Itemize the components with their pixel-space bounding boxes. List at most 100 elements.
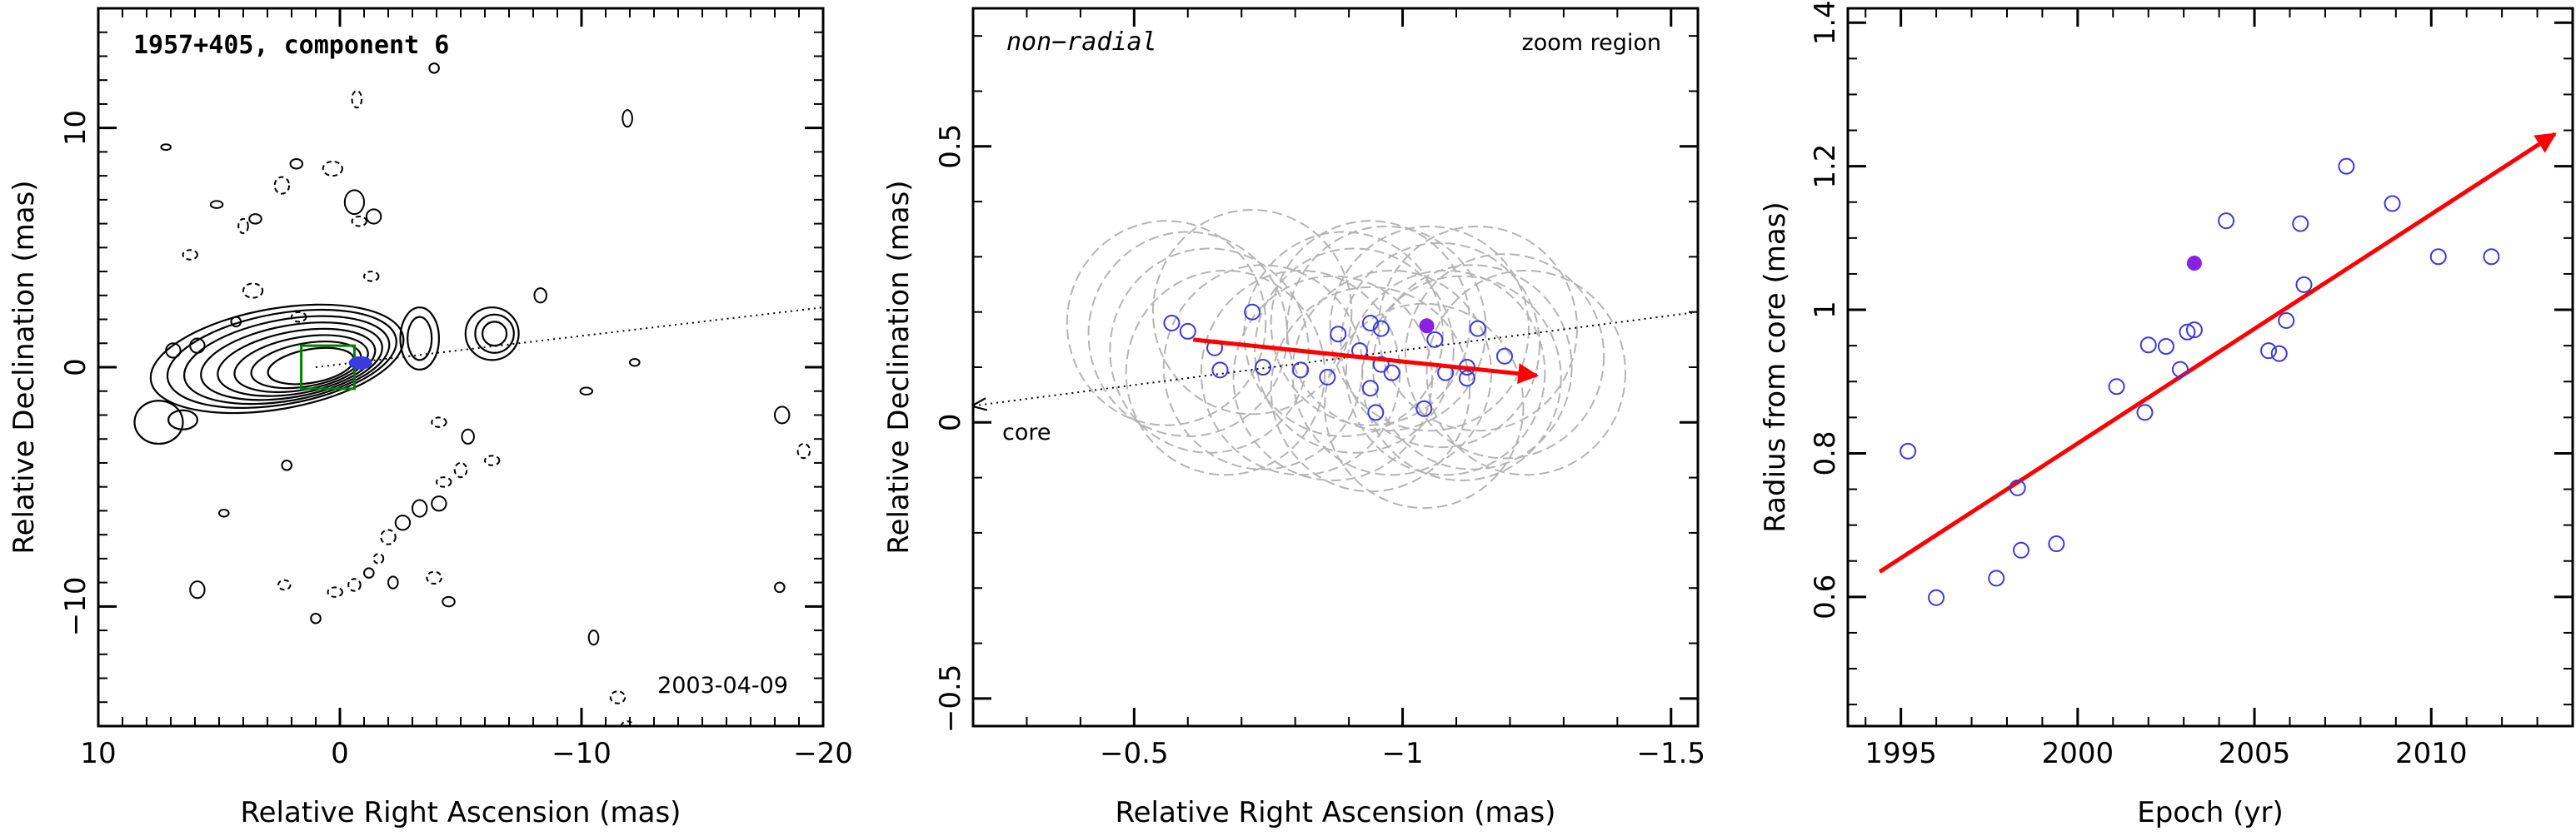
uncertainty-circle bbox=[1162, 264, 1364, 470]
radius-x-axis-label: Epoch (yr) bbox=[2137, 796, 2284, 829]
radius-point bbox=[1900, 442, 1917, 460]
position-point bbox=[1458, 370, 1475, 387]
noise-contour bbox=[622, 109, 633, 128]
knot-contour bbox=[407, 316, 433, 361]
noise-contour bbox=[242, 282, 264, 299]
position-point bbox=[1361, 314, 1379, 331]
radius-point bbox=[2338, 157, 2355, 175]
uncertainty-circles bbox=[1066, 209, 1627, 510]
noise-contour bbox=[412, 499, 428, 518]
noise-contour bbox=[160, 143, 172, 152]
contour-overlay bbox=[300, 306, 823, 391]
uncertainty-circle bbox=[1232, 275, 1434, 481]
radius-plot-frame bbox=[1846, 7, 2574, 728]
noise-contour bbox=[442, 595, 456, 608]
zoom-y-tick-label: 0 bbox=[934, 413, 967, 431]
noise-contour bbox=[426, 570, 442, 585]
noise-contour bbox=[774, 406, 791, 425]
contour-y-tick-label: 10 bbox=[59, 110, 92, 146]
uncertainty-circle bbox=[1125, 269, 1326, 476]
core-contour bbox=[149, 303, 405, 415]
position-point bbox=[1330, 326, 1347, 343]
noise-contour bbox=[165, 342, 182, 359]
radius-point bbox=[2108, 378, 2125, 396]
noise-contour bbox=[281, 460, 293, 471]
noise-contour bbox=[453, 461, 468, 479]
radius-point bbox=[2185, 321, 2203, 339]
radius-y-tick-label: 0.8 bbox=[1809, 430, 1842, 475]
uncertainty-circle bbox=[1345, 269, 1546, 476]
radius-y-tick-label: 1 bbox=[1809, 301, 1842, 319]
highlight-point bbox=[2186, 256, 2202, 271]
noise-contour bbox=[365, 208, 382, 225]
contour-x-axis-label: Relative Right Ascension (mas) bbox=[241, 796, 681, 829]
contour-x-tick-label: 0 bbox=[331, 737, 349, 770]
noise-contour bbox=[277, 579, 292, 591]
zoom-y-tick-label: 0.5 bbox=[934, 124, 967, 169]
zoom-panel: −0.5 −1 −1.5 0.5 0 −0.5 non−radial zoom regio… bbox=[882, 7, 1705, 829]
core-contour bbox=[166, 308, 397, 409]
radius-point bbox=[2483, 248, 2500, 266]
position-point bbox=[1211, 361, 1229, 379]
uncertainty-circle bbox=[1270, 220, 1471, 426]
noise-contour bbox=[310, 612, 322, 625]
position-point bbox=[1415, 400, 1433, 417]
noise-contour bbox=[380, 529, 397, 545]
position-point bbox=[1372, 356, 1390, 373]
radius-x-tick-label: 1995 bbox=[1865, 737, 1937, 770]
uncertainty-circle bbox=[1404, 253, 1605, 460]
zoom-plot-frame bbox=[971, 7, 1700, 728]
radius-y-tick-label: 1.4 bbox=[1809, 0, 1842, 45]
noise-contour bbox=[351, 90, 363, 109]
radius-y-axis-label: Radius from core (mas) bbox=[1759, 202, 1792, 532]
uncertainty-circle bbox=[1254, 247, 1455, 454]
noise-contour bbox=[609, 690, 627, 704]
noise-contour bbox=[774, 581, 786, 594]
uncertainty-circle bbox=[1243, 231, 1444, 437]
noise-contour bbox=[629, 357, 641, 367]
contour-layer bbox=[133, 62, 811, 726]
knot-contour bbox=[133, 400, 184, 445]
radius-point bbox=[2278, 311, 2295, 329]
noise-contour bbox=[189, 580, 206, 600]
noise-contour bbox=[579, 386, 594, 396]
uncertainty-circle bbox=[1066, 220, 1267, 426]
noise-contour bbox=[327, 586, 343, 598]
core-contour bbox=[183, 315, 391, 406]
radius-y-tick-label: 0.6 bbox=[1809, 575, 1842, 620]
component-marker bbox=[348, 356, 372, 370]
noise-contour bbox=[230, 316, 242, 328]
radius-point bbox=[2009, 479, 2026, 496]
core-contour bbox=[200, 321, 383, 401]
position-point bbox=[1496, 347, 1513, 365]
radius-point bbox=[2270, 345, 2288, 362]
highlight-point bbox=[1419, 318, 1435, 334]
zoom-x-tick-label: −1 bbox=[1381, 737, 1423, 770]
uncertainty-circle bbox=[1151, 209, 1353, 416]
radius-y-tick-label: 1.2 bbox=[1809, 144, 1842, 189]
radius-point bbox=[1988, 570, 2005, 587]
contour-x-tick-label: 10 bbox=[80, 737, 116, 770]
radius-point bbox=[2012, 541, 2029, 559]
radius-point bbox=[2171, 361, 2189, 378]
radius-overlay bbox=[1878, 132, 2557, 606]
noise-contour bbox=[237, 217, 249, 235]
radius-fit-arrow bbox=[1878, 132, 2557, 574]
noise-contour bbox=[189, 337, 206, 354]
noise-contour bbox=[182, 249, 198, 261]
knot-contour bbox=[474, 313, 515, 354]
position-point bbox=[1426, 331, 1444, 348]
uncertainty-circle bbox=[1372, 264, 1573, 470]
noise-contour bbox=[431, 495, 447, 512]
radius-point bbox=[2179, 323, 2196, 341]
noise-contour bbox=[322, 160, 343, 177]
uncertainty-circle bbox=[1286, 225, 1487, 432]
zoom-x-tick-label: −1.5 bbox=[1636, 737, 1705, 770]
position-point bbox=[1163, 314, 1181, 331]
knot-contour bbox=[167, 409, 199, 430]
noise-contour bbox=[289, 158, 304, 170]
core-contour bbox=[217, 327, 377, 397]
noise-contour bbox=[372, 553, 385, 565]
noise-contour bbox=[273, 176, 291, 195]
